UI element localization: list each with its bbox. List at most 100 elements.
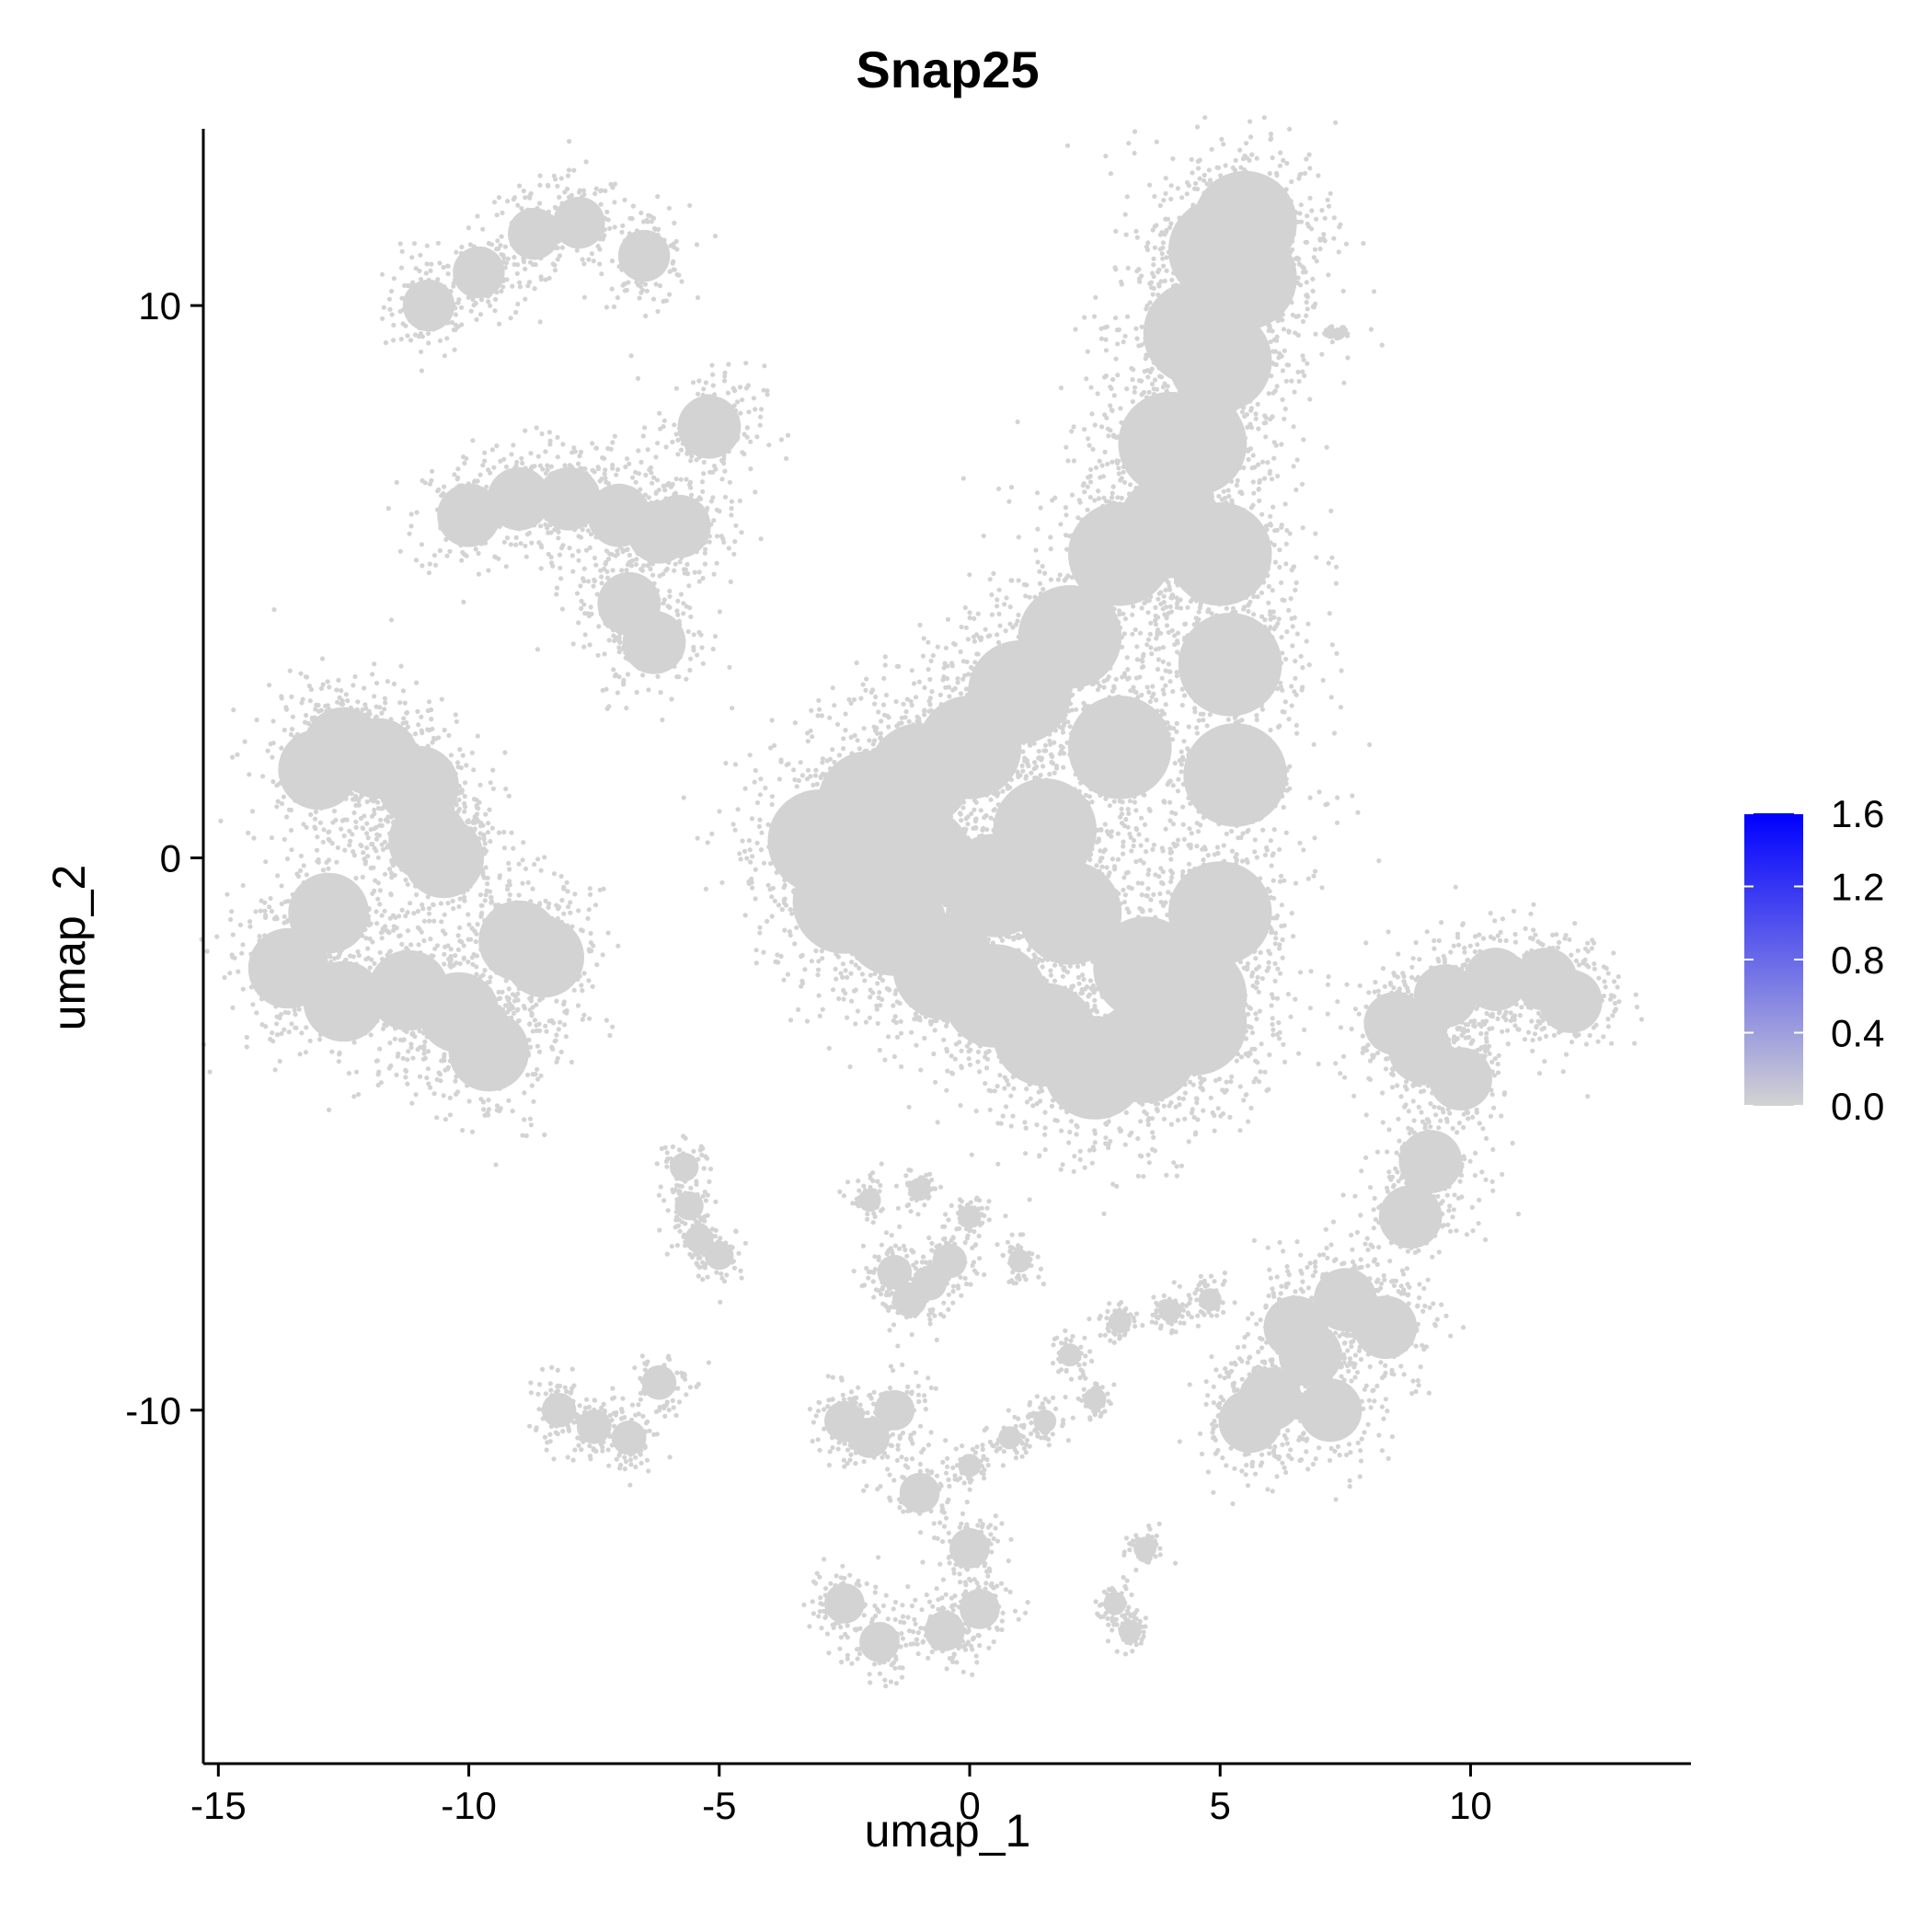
cell-point	[526, 484, 532, 489]
cell-point	[695, 835, 700, 841]
cell-point	[387, 831, 393, 836]
cell-point	[489, 900, 494, 905]
cell-point	[289, 694, 294, 700]
cell-point	[602, 651, 607, 657]
cell-point	[227, 971, 233, 976]
cell-point	[822, 834, 828, 841]
cell-point	[335, 775, 340, 780]
cell-point	[267, 683, 272, 688]
cell-point	[558, 565, 563, 570]
cell-point	[382, 707, 387, 712]
cell-point	[326, 857, 332, 863]
cell-point	[239, 950, 245, 956]
cell-point	[283, 705, 289, 710]
cell-point	[422, 799, 428, 805]
cell-point	[356, 797, 362, 802]
cell-point	[554, 592, 559, 597]
cell-point	[627, 552, 633, 558]
cell-point	[487, 277, 492, 282]
cell-point	[459, 322, 465, 328]
cell-point	[477, 892, 484, 898]
cell-point	[391, 819, 397, 824]
cell-point	[334, 687, 339, 693]
cell-point	[615, 535, 622, 541]
cell-point	[364, 845, 370, 851]
cell-point	[365, 779, 371, 785]
cell-point	[761, 860, 767, 866]
cell-point	[571, 987, 577, 993]
cell-point	[600, 952, 605, 958]
cell-point	[531, 1098, 536, 1104]
cell-point	[488, 974, 493, 980]
cell-point	[473, 546, 478, 552]
cell-point	[417, 814, 422, 820]
cell-point	[610, 466, 615, 471]
cell-point	[293, 970, 299, 976]
cell-point	[414, 819, 420, 824]
cell-point	[344, 713, 350, 719]
cell-point	[416, 791, 421, 797]
cell-point	[730, 822, 736, 827]
cell-point	[565, 173, 571, 178]
cell-point	[852, 732, 857, 739]
cell-point	[501, 845, 508, 851]
cell-point	[364, 1007, 370, 1013]
cell-point	[406, 1049, 411, 1054]
cell-point	[391, 681, 397, 687]
cell-point	[442, 353, 447, 359]
cell-point	[375, 1072, 381, 1077]
cell-point	[496, 195, 502, 201]
cell-point	[379, 963, 385, 969]
cell-point	[579, 983, 584, 988]
cell-point	[603, 476, 608, 481]
cell-point	[399, 295, 405, 301]
cell-point	[452, 472, 457, 477]
cell-point	[321, 827, 327, 833]
cell-point	[541, 245, 546, 250]
cell-point	[576, 461, 581, 466]
cell-point	[546, 430, 553, 435]
cell-point	[538, 868, 544, 873]
cell-point	[535, 454, 541, 459]
cell-point	[748, 466, 753, 472]
cell-point	[405, 881, 410, 887]
cell-point	[374, 714, 379, 719]
cell-point	[362, 994, 369, 999]
cell-point	[558, 1049, 564, 1055]
cell-point	[410, 1018, 416, 1023]
cell-point	[474, 798, 479, 803]
cell-point	[562, 1009, 568, 1015]
cell-point	[714, 507, 720, 512]
cell-point	[711, 518, 717, 523]
cell-point	[503, 786, 509, 792]
cell-point	[880, 702, 887, 707]
cell-point	[612, 200, 617, 205]
cell-point	[673, 561, 678, 567]
cell-point	[332, 956, 338, 961]
cell-point	[350, 966, 355, 972]
cell-point	[610, 1024, 615, 1029]
cell-point	[591, 259, 596, 264]
cell-point	[477, 472, 483, 477]
cell-point	[546, 183, 551, 189]
cell-point	[554, 585, 560, 591]
cell-point	[701, 459, 707, 466]
cell-point	[652, 226, 658, 232]
cell-point	[470, 297, 476, 303]
cell-point	[372, 661, 377, 667]
cell-point	[609, 259, 615, 264]
cell-point	[442, 951, 447, 957]
cell-point	[643, 472, 649, 478]
cell-point	[326, 830, 331, 835]
cell-point	[380, 1026, 386, 1031]
cell-point	[799, 773, 806, 778]
cell-point	[375, 799, 381, 805]
cell-point	[643, 313, 649, 319]
cell-point	[776, 776, 783, 782]
cell-point	[507, 879, 512, 884]
cell-point	[711, 463, 718, 469]
cell-point	[415, 908, 421, 914]
cell-point	[444, 336, 450, 341]
cell-point	[304, 920, 309, 926]
cell-point	[360, 933, 365, 938]
